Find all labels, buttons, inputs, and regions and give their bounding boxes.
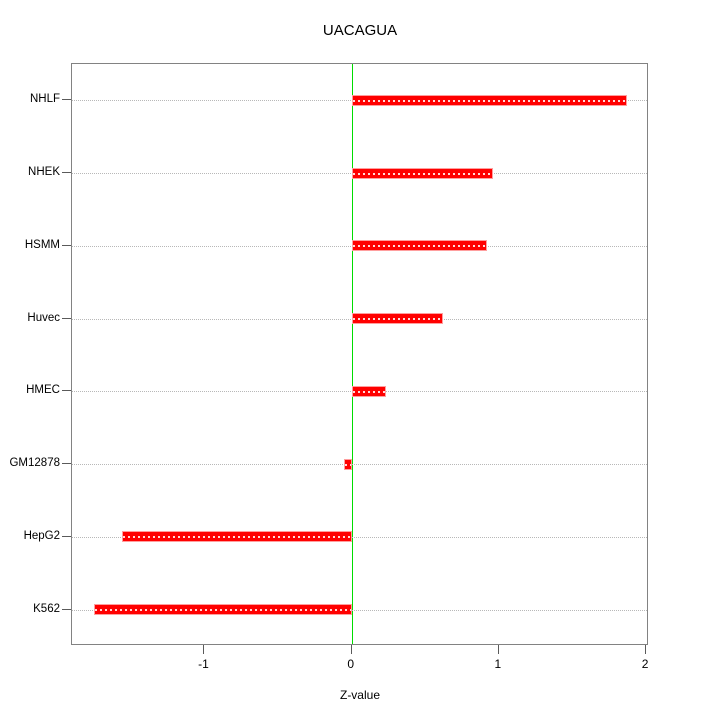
y-tick-mark [62,99,71,101]
y-tick-label-hsmm: HSMM [24,238,60,251]
zero-reference-line [351,64,353,644]
gridline [72,464,647,466]
x-axis-title: Z-value [339,688,380,702]
bar-k562 [94,604,352,616]
bar-nhek [351,167,493,179]
y-tick-mark [62,390,71,392]
y-tick-mark [62,608,71,610]
chart-title: UACAGUA [322,22,398,39]
y-tick-mark [62,172,71,174]
x-tick-mark [645,645,647,654]
x-tick-label-2: 2 [641,657,649,671]
y-tick-mark [62,463,71,465]
bar-hatch [352,245,487,248]
gridline [72,536,647,538]
x-tick-label-0: 0 [347,657,354,671]
x-tick-label-1: 1 [494,657,502,671]
y-tick-mark [62,535,71,537]
bar-huvec [351,313,443,325]
x-tick-label--1: -1 [198,657,209,671]
x-tick-mark [203,645,205,654]
y-tick-label-nhek: NHEK [28,166,60,179]
bar-hatch [352,390,385,393]
y-tick-mark [62,244,71,246]
bar-hatch [352,172,492,175]
y-axis-labels: K562 HepG2 GM12878 HMEC Huvec HSMM NHEK NHLF [0,0,60,720]
bar-hatch [95,609,351,612]
bar-nhlf [351,94,627,106]
y-tick-label-huvec: Huvec [27,311,60,324]
y-tick-label-gm12878: GM12878 [9,457,60,470]
gridline [72,609,647,611]
y-tick-mark [62,317,71,319]
x-tick-mark [497,645,499,654]
bar-hepg2 [122,531,352,543]
y-tick-label-hmec: HMEC [26,384,60,397]
bar-hatch [123,536,351,539]
plot-area [71,63,648,645]
bar-hatch [345,463,351,466]
bar-hatch [352,99,626,102]
y-tick-label-hepg2: HepG2 [23,529,60,542]
bar-hatch [352,318,442,321]
y-tick-label-k562: K562 [33,602,60,615]
x-tick-mark [350,645,352,654]
bar-hmec [351,385,386,397]
y-tick-label-nhlf: NHLF [29,93,60,106]
bar-gm12878 [344,458,352,470]
bar-hsmm [351,240,488,252]
